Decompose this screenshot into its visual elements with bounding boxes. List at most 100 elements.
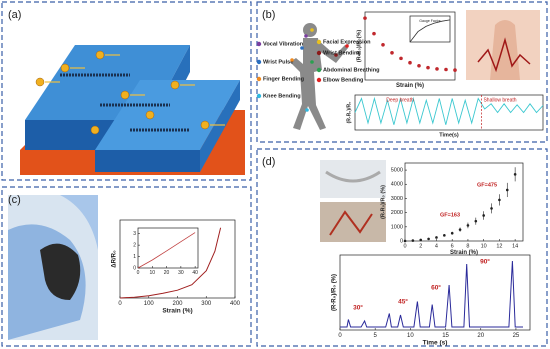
x-tick-label: 40 xyxy=(192,270,198,276)
x-tick-label: 2 xyxy=(419,243,422,249)
y-axis-label: (R-R₀)/R₀(%) xyxy=(356,30,362,63)
illustration-a xyxy=(20,45,245,175)
body-label: Facial Expression xyxy=(323,39,371,45)
data-line xyxy=(340,260,523,328)
sensor-point xyxy=(345,44,349,48)
annotation: 30° xyxy=(353,304,363,312)
body-label: Wrist Bending xyxy=(323,50,361,56)
x-tick-label: 12 xyxy=(496,243,502,249)
body-dot xyxy=(316,67,322,73)
y-tick-label: 4000 xyxy=(391,182,403,188)
y-axis-label: (R-R₀)/R₀ xyxy=(346,102,352,124)
x-tick-label: 5 xyxy=(374,333,378,339)
data-point xyxy=(474,219,478,223)
body-figure xyxy=(290,23,348,130)
body-dot xyxy=(316,50,322,56)
plot-frame xyxy=(137,227,199,269)
panel-label: (d) xyxy=(262,156,275,168)
data-point xyxy=(443,234,446,237)
y-tick-label: 2 xyxy=(133,242,136,248)
data-line xyxy=(354,96,544,125)
body-dot xyxy=(256,41,262,47)
x-tick-label: 6 xyxy=(451,243,454,249)
body-label: Wrist Pulse xyxy=(263,59,293,65)
x-tick-label: 300 xyxy=(201,301,212,307)
plot-frame xyxy=(409,15,451,43)
data-point xyxy=(450,231,454,235)
data-point xyxy=(513,173,517,176)
x-axis-label: Time (s) xyxy=(423,339,448,346)
x-tick-label: 200 xyxy=(172,301,183,307)
x-tick-label: 8 xyxy=(466,243,469,249)
body-dot xyxy=(256,93,262,99)
data-line xyxy=(137,232,196,269)
data-point xyxy=(419,238,423,242)
data-point xyxy=(435,67,439,71)
plot-frame xyxy=(339,254,531,331)
data-point xyxy=(363,16,367,20)
x-tick-label: 20 xyxy=(477,333,484,339)
data-line xyxy=(409,19,451,43)
y-tick-label: 1000 xyxy=(391,224,403,230)
frame-d xyxy=(256,148,548,347)
annotation: 60° xyxy=(431,284,441,292)
x-tick-label: 0 xyxy=(338,333,342,339)
data-point xyxy=(444,67,448,72)
data-point xyxy=(490,207,493,210)
annotation: Shallow breath xyxy=(483,97,516,103)
x-tick-label: 20 xyxy=(164,270,170,276)
x-axis-label: Strain (%) xyxy=(396,83,424,89)
body-label: Vocal Vibration xyxy=(263,41,304,47)
data-point xyxy=(390,51,394,55)
inset-legend: Gauge Factor xyxy=(419,19,441,23)
data-line xyxy=(119,227,222,299)
data-point xyxy=(498,198,501,202)
body-label: Elbow Bending xyxy=(323,77,364,83)
y-tick-label: 5000 xyxy=(391,168,403,174)
x-tick-label: 0 xyxy=(118,301,122,307)
y-tick-label: 1 xyxy=(133,254,136,260)
sensor-point xyxy=(300,46,304,50)
sensor-point xyxy=(310,28,314,32)
y-tick-label: 0 xyxy=(133,265,136,271)
data-point xyxy=(403,239,407,243)
x-tick-label: 100 xyxy=(144,301,155,307)
glove-photo xyxy=(8,195,98,340)
data-point xyxy=(417,63,421,68)
y-axis-label: ΔR/R₀ xyxy=(112,250,118,268)
y-tick-label: 0 xyxy=(400,238,403,244)
plot-frame xyxy=(404,162,524,242)
frame-a xyxy=(1,1,252,181)
data-point xyxy=(435,236,438,239)
sensor-point xyxy=(305,108,309,112)
data-point xyxy=(408,60,412,65)
body-dot xyxy=(316,39,322,45)
frame-c xyxy=(1,186,252,347)
x-axis-label: Time(s) xyxy=(439,132,459,138)
body-label: Knee Bending xyxy=(263,93,301,99)
body-dot xyxy=(256,76,262,82)
x-tick-label: 0 xyxy=(137,270,140,276)
plot-frame xyxy=(364,11,456,81)
sensor-point xyxy=(290,58,294,62)
sensor-point xyxy=(334,53,338,57)
annotation: 90° xyxy=(480,258,490,266)
x-tick-label: 25 xyxy=(513,333,520,339)
x-tick-label: 10 xyxy=(150,270,156,276)
x-tick-label: 4 xyxy=(435,243,438,249)
annotation: Deep breath xyxy=(386,97,414,103)
data-point xyxy=(381,42,385,47)
panel-label: (a) xyxy=(8,9,21,21)
data-point xyxy=(399,56,403,61)
x-tick-label: 15 xyxy=(442,333,449,339)
frame-b xyxy=(256,1,548,143)
x-axis-label: Strain (%) xyxy=(450,250,478,256)
y-tick-label: 3 xyxy=(133,231,136,237)
y-tick-label: 2000 xyxy=(391,210,403,216)
data-point xyxy=(458,228,462,231)
sensor-point xyxy=(304,34,308,38)
sensor-photos xyxy=(320,160,386,242)
x-tick-label: 10 xyxy=(481,243,487,249)
y-axis-label: (R-R₀)/R₀ (%) xyxy=(332,274,338,311)
panel-label: (b) xyxy=(262,9,275,21)
